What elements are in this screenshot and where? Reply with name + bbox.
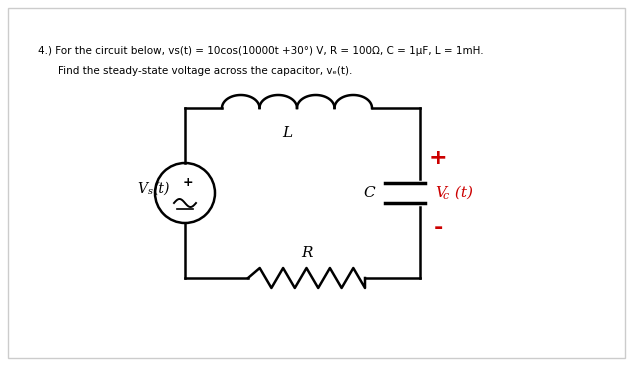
Text: -: -	[434, 218, 442, 238]
FancyBboxPatch shape	[8, 8, 625, 358]
Text: V: V	[137, 182, 147, 196]
Text: L: L	[282, 126, 292, 140]
Text: (t): (t)	[450, 186, 473, 200]
Text: 4.) For the circuit below, vs(t) = 10cos(10000t +30°) V, R = 100Ω, C = 1μF, L = : 4.) For the circuit below, vs(t) = 10cos…	[38, 46, 484, 56]
Text: (t): (t)	[154, 182, 170, 196]
Text: V: V	[435, 186, 446, 200]
Text: C: C	[363, 186, 375, 200]
Text: +: +	[183, 176, 193, 188]
Text: s: s	[148, 187, 153, 197]
Text: c: c	[443, 191, 449, 201]
Text: +: +	[429, 148, 448, 168]
Text: Find the steady-state voltage across the capacitor, vₑ(t).: Find the steady-state voltage across the…	[58, 66, 353, 76]
Text: R: R	[301, 246, 312, 260]
